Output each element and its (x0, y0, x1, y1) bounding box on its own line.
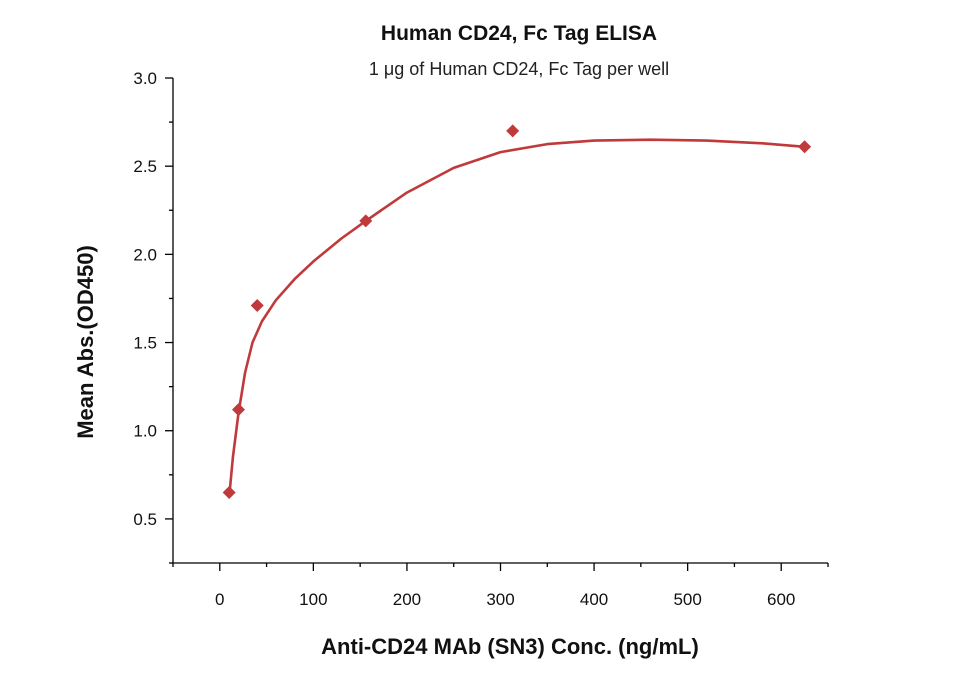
y-tick-label: 3.0 (133, 69, 157, 88)
y-tick-label: 0.5 (133, 510, 157, 529)
fit-curve (227, 138, 805, 498)
x-axis-title: Anti-CD24 MAb (SN3) Conc. (ng/mL) (321, 634, 699, 659)
x-tick-label: 0 (215, 590, 224, 609)
x-tick-label: 500 (673, 590, 701, 609)
x-tick-label: 300 (486, 590, 514, 609)
chart-title: Human CD24, Fc Tag ELISA (381, 22, 657, 45)
data-point (506, 124, 520, 138)
data-points (222, 124, 812, 499)
x-tick-label: 400 (580, 590, 608, 609)
axes (172, 78, 828, 564)
x-tick-label: 100 (299, 590, 327, 609)
chart-subtitle: 1 μg of Human CD24, Fc Tag per well (369, 59, 669, 79)
data-point (359, 214, 373, 228)
data-point (250, 299, 264, 313)
x-ticks: 0 100 200 300 400 500 600 (172, 563, 829, 609)
y-ticks: 0.5 1.0 1.5 2.0 2.5 3.0 (133, 69, 173, 564)
y-tick-label: 2.5 (133, 157, 157, 176)
y-tick-label: 1.0 (133, 422, 157, 441)
x-tick-label: 200 (393, 590, 421, 609)
y-axis-title: Mean Abs.(OD450) (73, 245, 98, 439)
y-tick-label: 2.0 (133, 245, 157, 264)
data-point (798, 140, 812, 154)
x-tick-label: 600 (767, 590, 795, 609)
y-tick-label: 1.5 (133, 334, 157, 353)
data-point (232, 403, 245, 417)
data-point (222, 485, 236, 499)
